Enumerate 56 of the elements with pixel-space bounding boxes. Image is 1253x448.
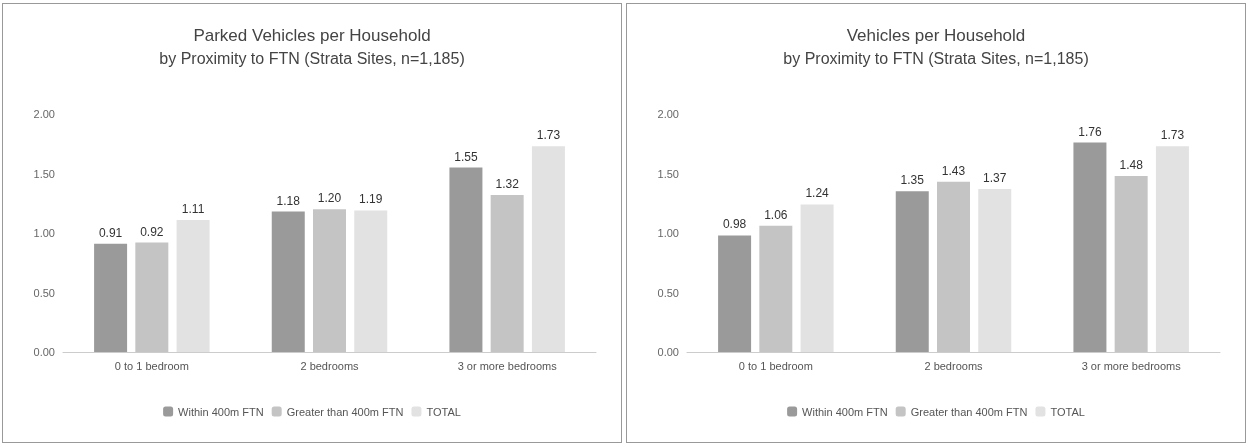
data-label: 1.35	[900, 173, 925, 188]
data-label: 1.06	[764, 207, 788, 222]
legend-label: TOTAL	[1050, 405, 1085, 418]
bar	[531, 146, 565, 352]
y-tick-label: 2.00	[33, 108, 55, 120]
legend-label: Greater than 400m FTN	[910, 405, 1028, 418]
data-label: 1.43	[941, 163, 966, 178]
y-tick-label: 1.50	[657, 167, 679, 180]
x-tick-label: 3 or more bedrooms	[457, 359, 558, 372]
data-label: 1.73	[536, 128, 561, 143]
data-label: 1.76	[1078, 124, 1102, 139]
bar	[895, 191, 929, 352]
data-label: 1.37	[983, 170, 1007, 185]
legend-label: TOTAL	[426, 405, 461, 418]
data-label: 1.18	[276, 193, 301, 208]
bar	[1073, 142, 1107, 352]
y-tick-label: 0.50	[657, 286, 679, 299]
x-tick-label: 0 to 1 bedroom	[738, 359, 813, 372]
x-tick-label: 2 bedrooms	[924, 359, 984, 372]
bar	[94, 243, 128, 352]
y-tick-label: 1.00	[657, 227, 679, 239]
bar	[176, 219, 210, 352]
y-tick-label: 0.00	[33, 346, 55, 358]
data-label: 1.11	[181, 201, 205, 216]
bar	[800, 204, 834, 352]
data-label: 1.20	[317, 191, 342, 206]
data-label: 1.32	[495, 176, 520, 191]
data-label: 0.92	[140, 224, 164, 239]
data-label: 1.24	[805, 186, 830, 201]
legend-label: Within 400m FTN	[178, 405, 264, 418]
x-tick-label: 2 bedrooms	[300, 359, 360, 372]
chart-subtitle: by Proximity to FTN (Strata Sites, n=1,185)	[159, 49, 465, 67]
chart-subtitle: by Proximity to FTN (Strata Sites, n=1,185)	[783, 49, 1089, 67]
y-tick-label: 2.00	[657, 108, 679, 120]
data-label: 1.73	[1160, 128, 1185, 143]
y-tick-label: 1.50	[33, 167, 55, 180]
legend-label: Greater than 400m FTN	[286, 405, 404, 418]
data-label: 0.91	[98, 225, 123, 240]
chart-title: Parked Vehicles per Household	[193, 26, 431, 45]
legend-label: Within 400m FTN	[802, 405, 888, 418]
data-label: 1.48	[1119, 157, 1144, 172]
x-tick-label: 0 to 1 bedroom	[114, 359, 189, 372]
x-tick-label: 3 or more bedrooms	[1081, 359, 1182, 372]
bar	[718, 235, 752, 352]
bar	[1155, 146, 1189, 352]
data-label: 1.19	[359, 192, 383, 207]
data-label: 0.98	[722, 217, 747, 232]
data-label: 1.55	[454, 149, 478, 164]
chart-title: Vehicles per Household	[846, 26, 1026, 45]
bar	[449, 167, 483, 352]
bar	[271, 211, 305, 352]
bar	[354, 210, 388, 352]
y-tick-label: 1.00	[33, 227, 55, 239]
y-tick-label: 0.00	[657, 346, 679, 358]
bar	[978, 188, 1012, 352]
y-tick-label: 0.50	[33, 286, 55, 299]
